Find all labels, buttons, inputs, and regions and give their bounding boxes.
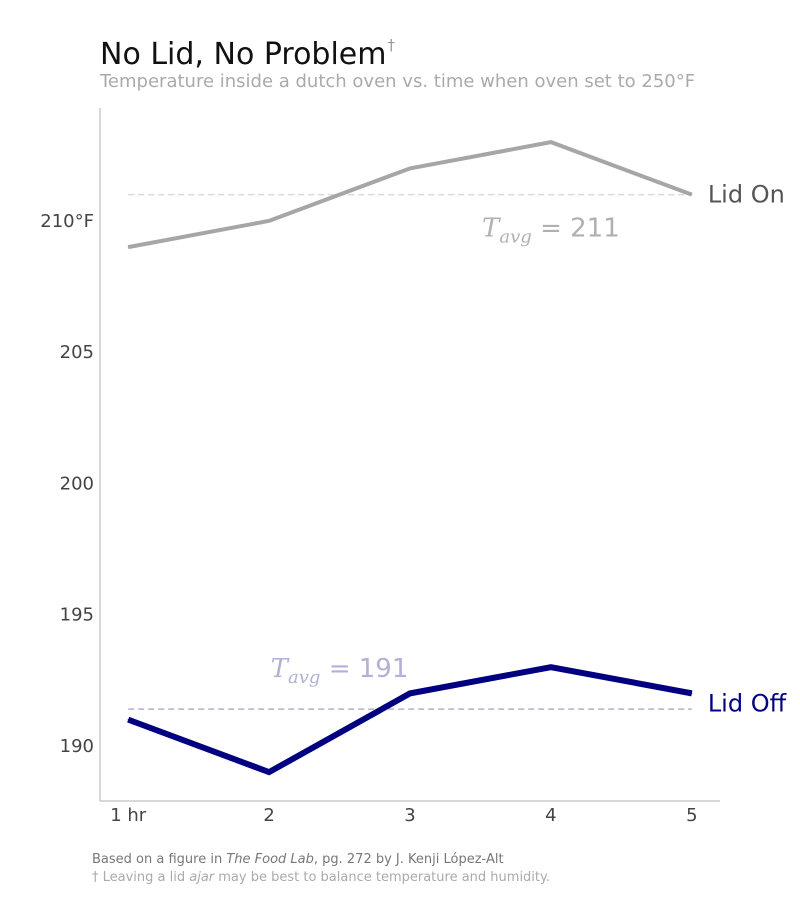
lid-off-series-line: [127, 664, 693, 776]
x-tick-label: 1 hr: [110, 805, 147, 826]
lid-off-data-point: [409, 692, 411, 694]
y-tick-label: 190: [60, 736, 94, 757]
y-tick-label: 210°F: [40, 211, 94, 232]
source-suffix: , pg. 272 by J. Kenji López-Alt: [313, 852, 504, 867]
lid-on-data-point: [550, 141, 552, 143]
dagger-footnote: † Leaving a lid ajar may be best to bala…: [92, 870, 550, 885]
x-tick-label: 4: [545, 805, 556, 826]
lid-on-data-point: [268, 220, 270, 222]
line-chart: 190 195 200 205 210°F 1 hr 2 3 4 5 Lid On Tavg = 21…: [40, 108, 787, 826]
lid-off-data-point: [550, 666, 552, 668]
lid-on-label: Lid On: [708, 181, 785, 209]
x-tick-label: 3: [404, 805, 415, 826]
lid-off-data-point: [691, 692, 693, 694]
chart-title: No Lid, No Problem†: [100, 36, 395, 72]
note-emphasis: ajar: [189, 870, 215, 885]
title-dagger: †: [387, 36, 395, 54]
source-prefix: Based on a figure in: [92, 852, 227, 867]
lid-on-data-point: [691, 194, 693, 196]
lid-on-data-point: [409, 167, 411, 169]
y-tick-label: 205: [60, 342, 94, 363]
lid-off-data-point: [127, 719, 129, 721]
y-tick-label: 200: [60, 473, 94, 494]
lid-off-data-point: [268, 771, 270, 773]
source-book: The Food Lab: [226, 852, 314, 867]
note-suffix: may be best to balance temperature and h…: [214, 870, 550, 885]
y-tick-label: 195: [60, 605, 94, 626]
x-tick-label: 2: [263, 805, 274, 826]
lid-on-data-point: [127, 246, 129, 248]
lid-off-average-annotation: Tavg = 191: [271, 654, 409, 688]
note-prefix: † Leaving a lid: [92, 870, 190, 885]
lid-on-average-annotation: Tavg = 211: [482, 214, 620, 248]
chart-title-text: No Lid, No Problem: [100, 37, 387, 72]
source-footnote: Based on a figure in The Food Lab, pg. 2…: [92, 852, 504, 867]
x-tick-label: 5: [686, 805, 697, 826]
chart-subtitle: Temperature inside a dutch oven vs. time…: [100, 71, 696, 92]
lid-off-label: Lid Off: [708, 689, 787, 717]
